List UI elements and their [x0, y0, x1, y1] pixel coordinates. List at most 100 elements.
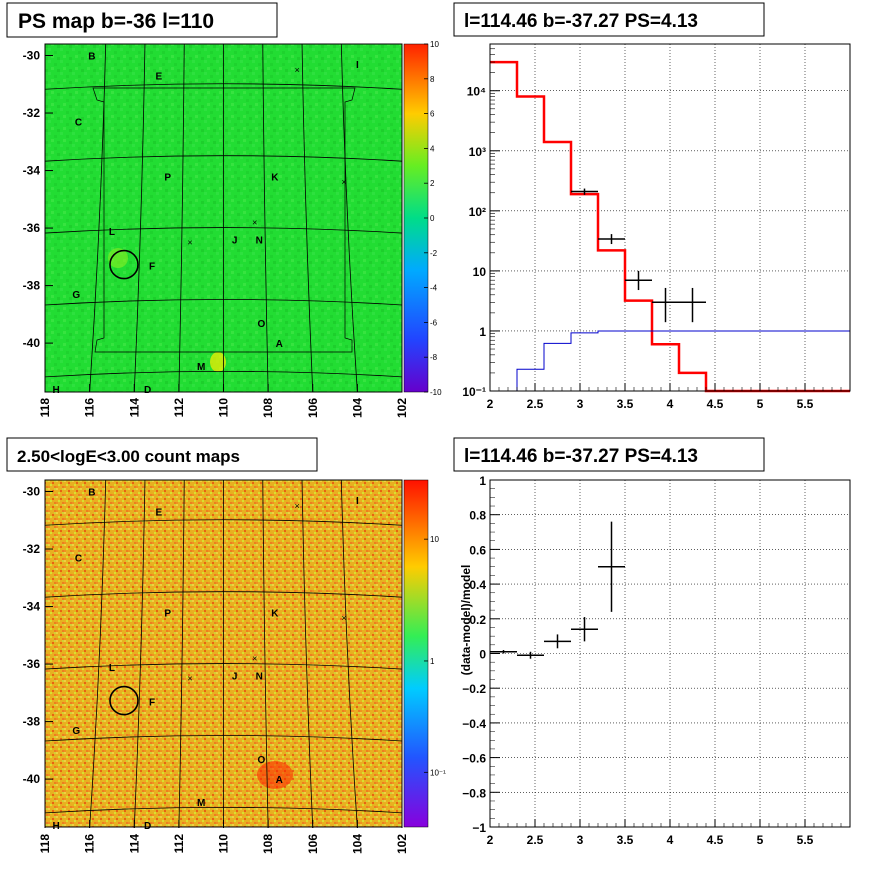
source-label: D [144, 385, 151, 396]
colorbar-tick-label: 2 [430, 179, 435, 188]
x-tick-label: 102 [395, 834, 409, 854]
y-tick-label: −0.2 [462, 682, 486, 696]
x-tick-label: 114 [127, 834, 141, 854]
ps-map-hotspot [210, 352, 226, 372]
source-label: J [232, 236, 238, 247]
source-label: I [356, 60, 359, 71]
ps-map-source-labels: B E I C P K L J N F G OA M H D × × × × [53, 52, 359, 397]
y-tick-label: -34 [23, 600, 41, 614]
parallel-line [44, 370, 403, 378]
colorbar-tick-label: 0 [430, 214, 435, 223]
y-tick-label: −0.6 [462, 752, 486, 766]
source-label: G [72, 290, 80, 301]
x-tick-label: 110 [217, 834, 231, 854]
source-label: F [149, 697, 155, 708]
x-tick-label: 106 [306, 834, 320, 854]
y-tick-label: 10² [469, 205, 486, 219]
y-tick-label: -36 [23, 657, 41, 671]
x-tick-label: 4.5 [707, 833, 724, 847]
y-tick-label: -40 [23, 772, 41, 786]
source-label: N [256, 236, 263, 247]
count-map-y-axis: -30 -32 -34 -36 -38 -40 [23, 485, 53, 786]
source-label: P [164, 172, 171, 183]
parallel-line [44, 735, 403, 742]
colorbar-tick-label: 8 [430, 75, 435, 84]
x-tick-label: 5 [757, 833, 764, 847]
y-tick-label: 0.4 [469, 578, 486, 592]
meridian-line [89, 479, 107, 829]
ps-map-x-axis: 118 116 114 112 110 108 106 104 102 [38, 384, 409, 418]
y-tick-label: 0 [479, 648, 486, 662]
source-label: E [155, 72, 162, 83]
meridian-line [178, 479, 185, 829]
x-tick-label: 3 [577, 397, 584, 411]
residual-y-axis-label: (data-model)/model [459, 565, 473, 676]
ps-map-title: PS map b=-36 l=110 [18, 10, 214, 33]
meridian-line [133, 43, 146, 393]
parallel-line [44, 299, 403, 306]
x-tick-label: 5.5 [797, 833, 814, 847]
ps-map-colorbar-ticks: 10 8 6 4 2 0 -2 -4 -6 -8 -10 [424, 40, 442, 397]
source-label: K [271, 608, 279, 619]
y-tick-label: 0.2 [469, 613, 486, 627]
cross-marker: × [252, 653, 257, 663]
background-histogram-line [490, 330, 850, 392]
x-tick-label: 2.5 [527, 833, 544, 847]
source-label: A [276, 775, 283, 786]
cross-marker: × [187, 237, 192, 247]
y-tick-label: 10³ [469, 145, 486, 159]
residual-panel: l=114.46 b=-37.27 PS=4.13 2 2.5 3 3.5 4 4.5 5 5… [453, 437, 851, 847]
y-tick-label: -38 [23, 279, 41, 293]
source-label: B [88, 52, 95, 63]
x-tick-label: 2 [487, 833, 494, 847]
y-tick-label: 10⁴ [467, 85, 486, 99]
spectrum-plot: 2 2.5 3 3.5 4 4.5 5 5.5 10⁻¹ 1 10 10² 10³ 10⁴ [462, 43, 851, 411]
x-tick-label: 104 [350, 834, 364, 854]
target-circle [109, 685, 139, 716]
colorbar-tick-label: 10 [430, 535, 439, 544]
colorbar-tick-label: -8 [430, 353, 438, 362]
meridian-line [262, 43, 269, 393]
colorbar-tick-label: -10 [430, 388, 442, 397]
source-label: O [258, 755, 266, 766]
x-tick-label: 108 [261, 398, 275, 418]
meridian-line [340, 43, 358, 393]
x-tick-label: 118 [38, 834, 52, 854]
source-label: H [53, 385, 60, 396]
spectrum-panel: l=114.46 b=-37.27 PS=4.13 2 2.5 3 3.5 4 4.5 5 5… [453, 2, 851, 411]
source-label: N [256, 672, 263, 683]
colorbar-tick-label: -6 [430, 318, 438, 327]
ps-map-roi-outline [92, 87, 356, 353]
colorbar-tick-label: 6 [430, 110, 435, 119]
y-tick-label: 1 [479, 474, 486, 488]
x-tick-label: 4 [667, 397, 674, 411]
x-tick-label: 102 [395, 398, 409, 418]
x-tick-label: 3.5 [617, 397, 634, 411]
ps-map-target-region [108, 248, 128, 268]
x-tick-label: 5.5 [797, 397, 814, 411]
parallel-line [44, 806, 403, 814]
y-tick-label: 0.8 [469, 509, 486, 523]
count-map-colorbar-ticks: 10 1 10⁻¹ [424, 535, 446, 777]
y-tick-label: -36 [23, 221, 41, 235]
count-map-title-box [6, 437, 318, 472]
source-label: F [149, 261, 155, 272]
source-label: P [164, 608, 171, 619]
ps-map-coordinate-grid [44, 43, 403, 393]
source-label: L [109, 663, 115, 674]
x-tick-label: 116 [83, 398, 97, 418]
x-tick-label: 106 [306, 398, 320, 418]
cross-marker: × [294, 65, 299, 75]
x-tick-label: 104 [350, 398, 364, 418]
y-tick-label: −0.8 [462, 786, 486, 800]
source-label: B [88, 488, 95, 499]
parallel-line [44, 591, 403, 598]
source-label: L [109, 227, 115, 238]
y-tick-label: 0.6 [469, 543, 486, 557]
y-tick-label: -34 [23, 164, 41, 178]
y-tick-label: -32 [23, 106, 41, 120]
count-map-coordinate-grid [44, 479, 403, 829]
source-label: G [72, 726, 80, 737]
x-tick-label: 118 [38, 398, 52, 418]
